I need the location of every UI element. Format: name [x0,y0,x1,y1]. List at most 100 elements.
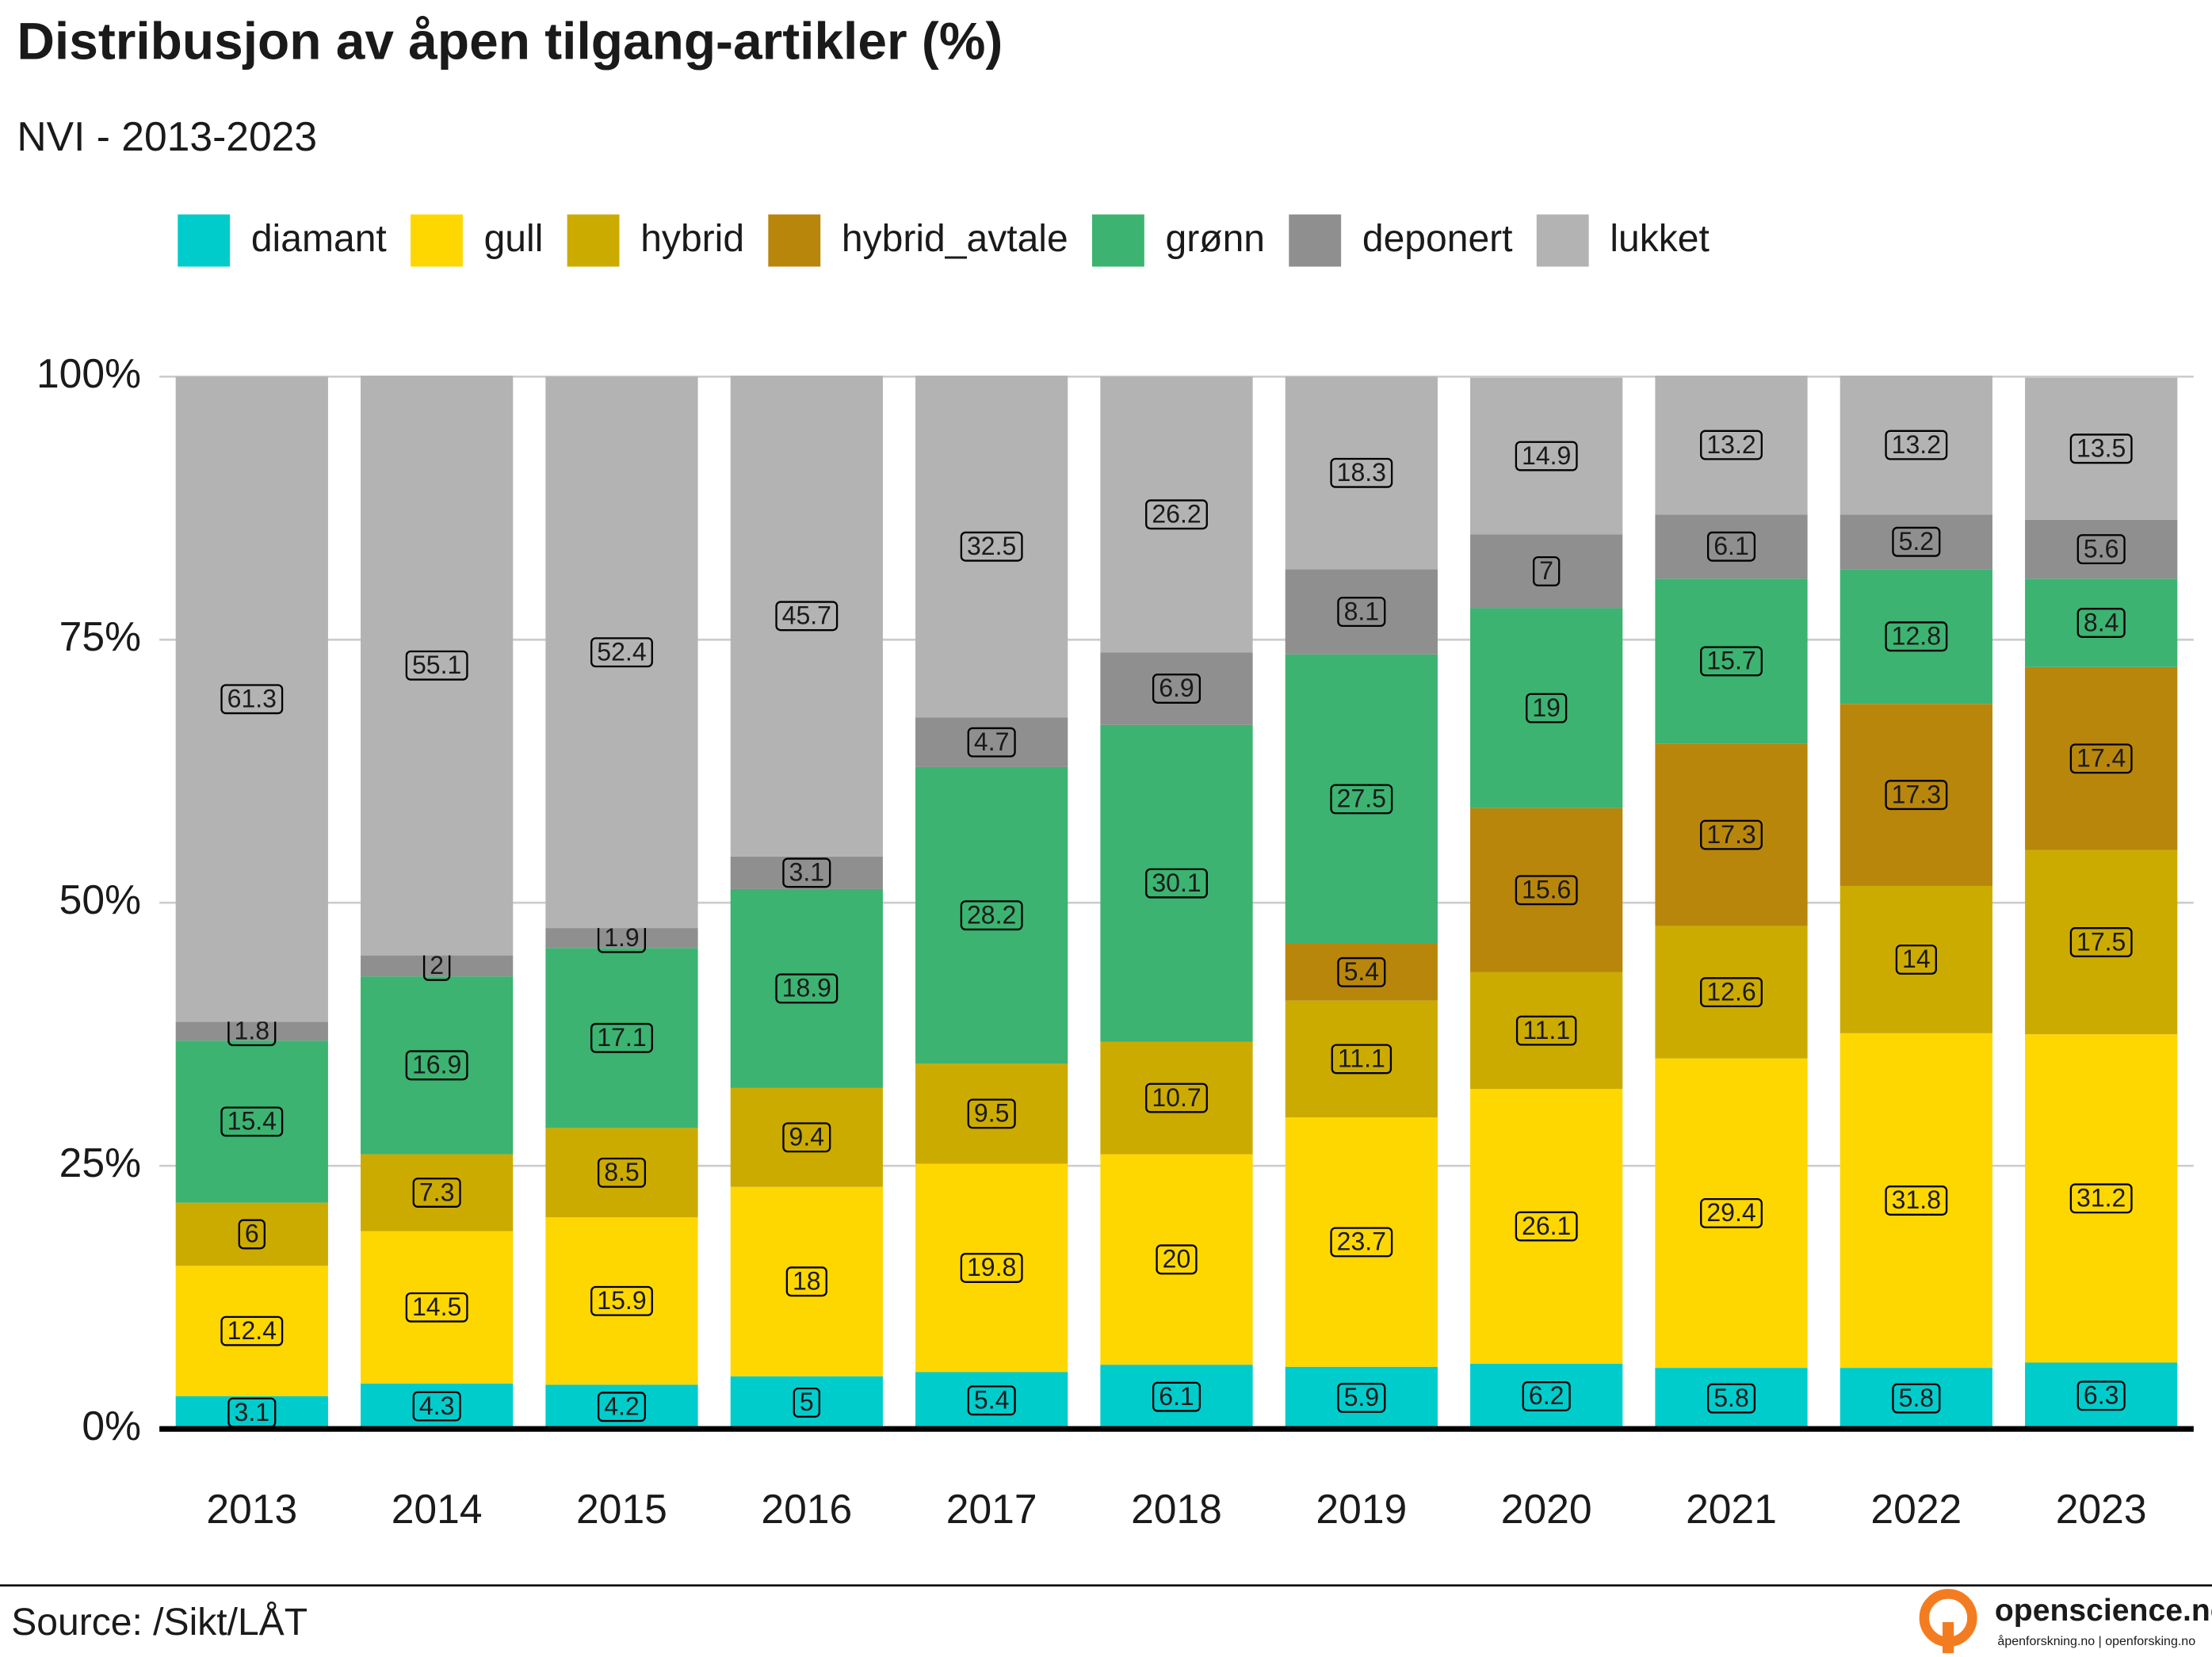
bar-segment [915,375,1068,718]
legend-label: deponert [1362,218,1513,260]
bar-segment [2025,578,2178,667]
data-label: 31.8 [1885,1185,1948,1216]
data-label-box [1700,977,1763,1008]
bar-segment [1840,885,1992,1033]
data-label: 4.3 [412,1391,461,1422]
data-label-text: 7 [1539,556,1553,585]
bar-segment [175,1395,328,1430]
legend-label: grønn [1166,218,1266,260]
bar-segment [545,376,698,929]
data-label: 3.1 [782,857,831,888]
data-label-box [1145,499,1208,530]
data-label-box [1885,621,1948,652]
data-label: 12.4 [220,1315,284,1346]
bar-segment [1840,514,1992,570]
data-label-box [1515,1015,1577,1046]
data-label-box [238,1219,266,1250]
data-label-text: 10.7 [1152,1083,1201,1112]
bar-segment [361,1154,514,1231]
bar-segment [1840,569,1992,704]
bar-segment [1100,724,1253,1042]
data-label: 5.8 [1892,1383,1941,1414]
data-label-box [782,857,831,888]
data-label-box [2076,608,2126,638]
bar-segment [730,375,883,857]
data-label: 6.3 [2076,1380,2126,1411]
data-label: 9.5 [967,1098,1016,1129]
data-label: 5.4 [1337,956,1386,987]
data-label-text: 6.1 [1159,1382,1194,1411]
data-label: 8.1 [1337,597,1386,628]
data-label-text: 52.4 [597,637,646,666]
data-label-text: 27.5 [1337,785,1386,813]
bar-segment [730,888,883,1088]
data-label-text: 17.5 [2076,927,2126,956]
data-label: 18.3 [1330,457,1393,488]
data-label-text: 15.4 [227,1107,277,1136]
data-label: 3.1 [227,1397,277,1428]
bar-segment [915,1163,1068,1373]
data-label-text: 4.3 [419,1392,455,1420]
bar-segment [545,928,698,949]
bar-segment [361,976,514,1155]
bar-segment [1840,1368,1992,1430]
data-label-text: 55.1 [412,651,461,679]
logo-icon-stem [1943,1622,1954,1654]
data-label-text: 5.2 [1899,527,1935,556]
data-label-box [220,684,284,715]
bar-segment [1655,514,1808,579]
data-label-text: 15.9 [597,1286,646,1315]
data-label-box [1330,784,1393,815]
data-label-text: 5.4 [1344,957,1380,986]
data-label-text: 3.1 [235,1398,270,1426]
data-label-text: 15.7 [1706,647,1755,675]
legend-swatch [178,214,231,267]
data-label-text: 28.2 [967,900,1016,929]
data-label-text: 9.4 [789,1123,825,1151]
legend-swatch [1091,214,1144,267]
data-label-text: 20 [1163,1245,1191,1273]
data-label: 5 [793,1387,821,1418]
data-label: 9.4 [782,1122,831,1153]
data-label: 4.7 [967,727,1016,758]
data-label-box [1706,1383,1756,1414]
data-label-box [590,1022,653,1053]
data-label-text: 8.4 [2084,608,2119,636]
data-label: 6.1 [1706,531,1756,562]
data-label-box [1895,944,1937,975]
bar-segment [1840,704,1992,886]
data-label-box [1885,430,1948,460]
bar-segment [1285,569,1438,655]
data-label: 10.7 [1145,1082,1208,1113]
data-label: 19 [1526,693,1568,724]
legend-label: lukket [1610,218,1710,260]
data-label-box [590,1285,653,1316]
data-label: 15.6 [1515,875,1578,906]
data-label-text: 18 [793,1266,821,1295]
bar-segment [2025,377,2178,520]
data-label-text: 6.2 [1529,1381,1564,1410]
data-label-box [1700,1197,1763,1228]
data-label-box [1706,531,1756,562]
data-label: 15.7 [1700,646,1763,677]
data-label-text: 12.6 [1706,977,1755,1006]
data-label: 17.1 [590,1022,653,1053]
data-label: 6.1 [1152,1381,1202,1412]
data-label-text: 15.6 [1522,876,1571,904]
data-label-box [1337,1383,1386,1413]
y-tick-label: 0% [82,1403,141,1449]
data-label: 32.5 [960,531,1023,562]
data-label: 15.9 [590,1285,653,1316]
y-tick-label: 75% [59,613,141,659]
bar-segment [361,1384,514,1430]
data-label-box [782,1122,831,1153]
data-label-text: 8.5 [604,1158,640,1186]
x-tick-label: 2023 [2056,1486,2147,1532]
data-label-box [412,1391,461,1422]
data-label: 30.1 [1145,868,1208,899]
bar-segment [175,1266,328,1396]
data-label: 14 [1895,944,1937,975]
data-label: 5.4 [967,1385,1016,1416]
data-label: 11.1 [1515,1015,1577,1046]
data-label: 13.2 [1700,430,1763,460]
